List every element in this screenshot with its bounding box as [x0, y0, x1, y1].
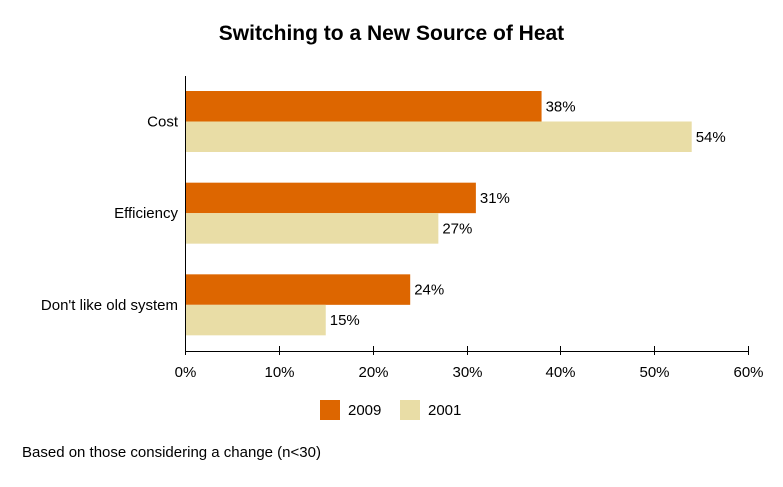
x-tick-label: 40% [545, 364, 575, 381]
x-tick-label: 30% [452, 364, 482, 381]
x-tick-label: 10% [264, 364, 294, 381]
bar-2001-1 [185, 213, 439, 244]
bar-2009-0 [185, 91, 542, 122]
x-tick-label: 20% [358, 364, 388, 381]
x-tick-label: 60% [733, 364, 763, 381]
legend-label-2001: 2001 [428, 401, 462, 419]
bar-2009-1 [185, 182, 476, 214]
chart-title-text: Switching to a New Source of Heat [218, 22, 565, 45]
legend-item-2009: 2009 [320, 400, 381, 420]
bar-2009-2 [185, 274, 411, 305]
chart-title: Switching to a New Source of Heat [0, 22, 783, 46]
category-label: Cost [147, 114, 179, 131]
x-tick-label: 50% [639, 364, 669, 381]
legend-item-2001: 2001 [400, 400, 461, 420]
bar-2001-0 [185, 121, 692, 152]
data-label-2001-0: 54% [696, 129, 726, 146]
category-label: Don't like old system [41, 297, 178, 314]
legend-label-2009: 2009 [348, 401, 382, 419]
data-label-2009-1: 31% [480, 190, 510, 207]
data-label-2009-0: 38% [546, 98, 576, 115]
data-label-2001-1: 27% [442, 220, 472, 237]
category-label: Efficiency [114, 205, 178, 222]
legend-swatch-2009 [320, 400, 340, 420]
legend-swatch-2001 [400, 400, 420, 420]
x-tick-label: 0% [175, 364, 197, 381]
footnote: Based on those considering a change (n<3… [22, 444, 321, 461]
bar-2001-2 [185, 304, 326, 336]
data-label-2001-2: 15% [330, 312, 360, 329]
data-label-2009-2: 24% [414, 282, 444, 299]
